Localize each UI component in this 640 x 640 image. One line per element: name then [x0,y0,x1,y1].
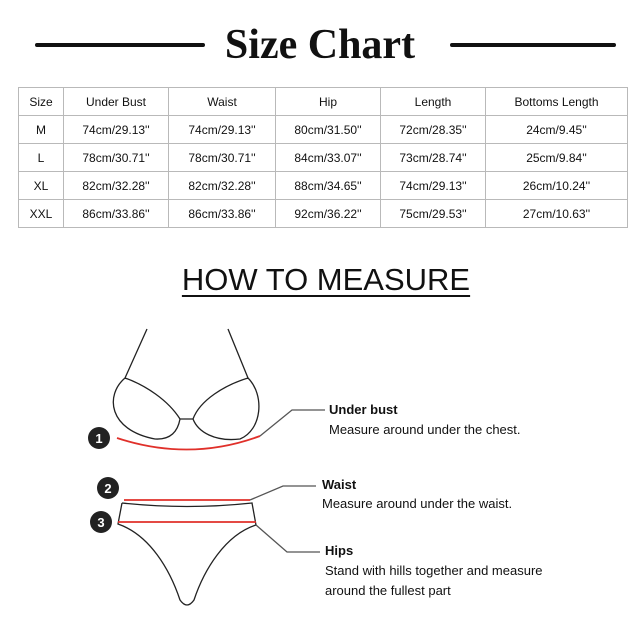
table-row: XXL 86cm/33.86'' 86cm/33.86'' 92cm/36.22'' 7… [18,199,628,228]
under-bust-desc: Measure around under the chest. [329,422,521,437]
table-cell: 27cm/10.63'' [485,199,628,228]
step-3-number: 3 [97,515,104,530]
table-cell: 75cm/29.53'' [380,199,486,228]
table-cell: 74cm/29.13'' [168,115,276,144]
hips-desc: Stand with hills together and measure [325,563,543,578]
table-cell: 26cm/10.24'' [485,171,628,200]
waist-label: Waist [322,477,357,492]
page-title: Size Chart [224,22,416,68]
hips-label: Hips [325,543,354,558]
table-cell: 80cm/31.50'' [275,115,381,144]
hips-desc-line2: around the fullest part [325,583,451,598]
table-cell: L [18,143,64,172]
how-to-measure-heading: HOW TO MEASURE [181,262,471,297]
table-cell: 86cm/33.86'' [63,199,169,228]
bra-illustration [112,328,325,451]
table-cell: 24cm/9.45'' [485,115,628,144]
table-row: L 78cm/30.71'' 78cm/30.71'' 84cm/33.07'' 73c… [18,143,628,172]
table-cell: 92cm/36.22'' [275,199,381,228]
table-row: XL 82cm/32.28'' 82cm/32.28'' 88cm/34.65'' 74… [18,171,628,200]
table-cell: 82cm/32.28'' [168,171,276,200]
table-cell: 88cm/34.65'' [275,171,381,200]
table-cell: 25cm/9.84'' [485,143,628,172]
header-cell: Bottoms Length [485,87,628,116]
table-cell: 78cm/30.71'' [63,143,169,172]
header-cell: Length [380,87,486,116]
step-1-number: 1 [95,431,102,446]
table-header-row: Size Under Bust Waist Hip Length Bottoms Leng… [18,87,628,116]
waist-desc: Measure around under the waist. [322,496,513,511]
table-cell: 86cm/33.86'' [168,199,276,228]
under-bust-line [116,435,261,451]
bottoms-illustration [117,485,320,606]
header-cell: Hip [275,87,381,116]
step-badges [88,427,119,533]
header-cell: Under Bust [63,87,169,116]
size-table: Size Under Bust Waist Hip Length Bottoms Leng… [18,87,628,228]
table-cell: 78cm/30.71'' [168,143,276,172]
table-cell: XXL [18,199,64,228]
title-rule-left [35,43,205,47]
step-2-number: 2 [104,481,111,496]
table-cell: M [18,115,64,144]
table-row: M 74cm/29.13'' 74cm/29.13'' 80cm/31.50'' 72c… [18,115,628,144]
title-rule-right [450,43,616,47]
under-bust-label: Under bust [329,402,398,417]
